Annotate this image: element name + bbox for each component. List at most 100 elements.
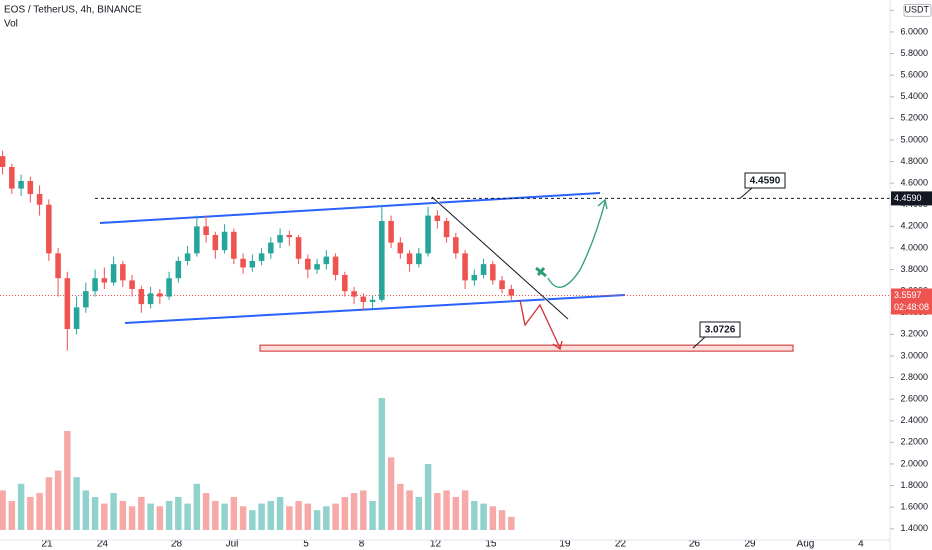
candle-body <box>92 278 98 292</box>
volume-bar <box>101 503 108 530</box>
candle-body <box>101 278 108 283</box>
y-tick-label: 3.8000 <box>900 264 928 274</box>
candle-body <box>184 253 191 261</box>
volume-bar <box>323 506 330 530</box>
volume-bar <box>212 500 219 530</box>
volume-bar <box>147 503 154 530</box>
x-tick-label: 21 <box>41 539 53 550</box>
candle-body <box>286 235 293 238</box>
y-tick-label: 2.2000 <box>900 437 928 447</box>
candle-body <box>110 264 117 283</box>
candle-body <box>268 242 274 254</box>
volume-bar <box>239 506 247 530</box>
callout-box <box>744 172 786 189</box>
level-axis-label: 4.4590 <box>894 193 922 203</box>
volume-bar <box>8 500 16 530</box>
y-tick-label: 2.4000 <box>900 415 928 425</box>
callout-label: 3.0726 <box>705 325 736 336</box>
last-price-label: 3.5597 <box>894 290 922 300</box>
candle-body <box>249 260 256 268</box>
candle-body <box>332 256 339 275</box>
candle-body <box>83 291 89 308</box>
volume-bar <box>230 497 238 530</box>
volume-bar <box>175 497 182 530</box>
candle-body <box>120 264 126 281</box>
callout-label: 4.4590 <box>750 176 781 187</box>
volume-bar <box>249 510 256 530</box>
volume-bar <box>54 470 62 530</box>
level-axis-badge <box>891 191 932 206</box>
volume-bar <box>332 503 339 530</box>
candle-body <box>490 264 496 281</box>
candle-body <box>462 253 468 281</box>
y-tick-label: 4.2000 <box>900 221 928 231</box>
volume-bar <box>508 516 515 530</box>
y-tick-label: 5.8000 <box>900 48 928 58</box>
candle-body <box>277 235 283 243</box>
y-tick-label: 6.0000 <box>900 26 928 36</box>
candle-body <box>27 181 34 194</box>
candle-body <box>0 156 6 167</box>
x-tick-label: 28 <box>171 539 183 550</box>
volume-bar <box>36 493 43 530</box>
candle-body <box>379 220 385 300</box>
x-tick-label: 12 <box>430 539 442 550</box>
x-tick-label: 15 <box>485 539 497 550</box>
volume-bar <box>110 493 117 530</box>
candle-body <box>55 253 61 279</box>
candle-body <box>18 181 24 189</box>
bull-arrow <box>547 201 606 288</box>
volume-bar <box>369 500 376 530</box>
candle-body <box>305 258 311 270</box>
unit-badge <box>903 3 932 17</box>
volume-bar <box>313 510 321 530</box>
volume-bar <box>350 493 358 530</box>
y-tick-label: 2.6000 <box>900 394 928 404</box>
callout-leader <box>739 187 753 199</box>
volume-bar <box>258 503 265 530</box>
volume-bar <box>286 506 293 530</box>
y-tick-label: 2.0000 <box>900 458 928 468</box>
callout-leader <box>692 336 706 349</box>
candle-body <box>221 231 228 251</box>
volume-bar <box>489 506 497 530</box>
y-unit: USDT <box>905 5 930 15</box>
volume-bar <box>498 510 506 530</box>
candle-body <box>231 231 237 259</box>
y-tick-label: 1.6000 <box>900 502 928 512</box>
x-tick-label: 19 <box>559 539 571 550</box>
volume-bar <box>387 457 395 530</box>
candle-body <box>369 299 376 302</box>
candle-body <box>499 280 505 290</box>
candle-body <box>416 253 422 265</box>
candle-body <box>175 260 182 279</box>
volume-bar <box>424 464 432 530</box>
y-tick-label: 1.8000 <box>900 480 928 490</box>
candle-body <box>406 253 413 265</box>
volume-bar <box>461 490 469 530</box>
volume-bar <box>471 500 478 530</box>
candle-body <box>342 274 348 292</box>
support-zone <box>259 344 794 352</box>
volume-bar <box>27 497 34 530</box>
y-tick-label: 4.6000 <box>900 178 928 188</box>
chart-title: EOS / TetherUS, 4h, BINANCE <box>4 5 142 16</box>
candle-body <box>258 253 265 261</box>
volume-bar <box>397 483 404 530</box>
bull-arrow-head <box>597 198 608 210</box>
y-tick-label: 2.8000 <box>900 372 928 382</box>
candle-body <box>351 291 357 297</box>
volume-bar <box>0 490 6 530</box>
candle-body <box>203 226 209 236</box>
x-tick-label: 26 <box>689 539 701 550</box>
candle-body <box>212 235 219 251</box>
candle-body <box>129 280 135 290</box>
candle-body <box>425 215 431 254</box>
volume-bar <box>193 483 201 530</box>
volume-bar <box>17 483 25 530</box>
volume-bar <box>64 431 71 530</box>
volume-bar <box>434 493 441 530</box>
volume-bar <box>119 500 127 530</box>
candle-body <box>64 278 71 329</box>
